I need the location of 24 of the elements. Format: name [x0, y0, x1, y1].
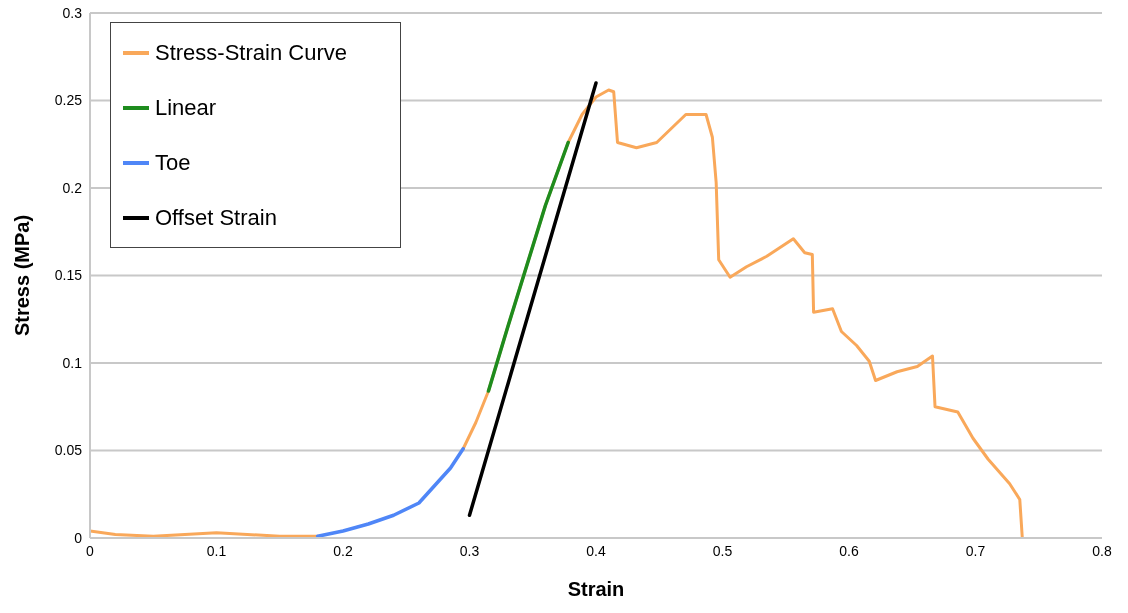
legend-label: Toe — [155, 149, 191, 176]
x-tick-label: 0 — [86, 542, 95, 559]
legend-label: Offset Strain — [155, 204, 277, 231]
y-tick-label: 0.25 — [54, 92, 83, 109]
line-series — [486, 140, 570, 393]
x-tick-label: 0.7 — [965, 542, 986, 559]
y-tick-label: 0.15 — [54, 267, 83, 284]
x-tick-label: 0.1 — [206, 542, 227, 559]
x-tick-label: 0.2 — [333, 542, 353, 559]
legend-label: Stress-Strain Curve — [155, 39, 347, 66]
y-tick-label: 0.3 — [62, 4, 83, 21]
x-tick-label: 0.8 — [1092, 542, 1112, 559]
x-tick-label: 0.6 — [839, 542, 859, 559]
line-series — [315, 447, 465, 538]
legend-label: Linear — [155, 94, 217, 121]
y-tick-label: 0.2 — [62, 179, 83, 196]
y-tick-label: 0.05 — [54, 442, 83, 459]
x-tick-label: 0.5 — [712, 542, 733, 559]
y-tick-label: 0.1 — [62, 354, 83, 371]
x-tick-label: 0.3 — [459, 542, 480, 559]
x-axis-title: Strain — [567, 578, 625, 600]
y-tick-label: 0 — [74, 529, 83, 546]
y-axis-title: Stress (MPa) — [11, 214, 34, 337]
x-tick-label: 0.4 — [586, 542, 606, 559]
